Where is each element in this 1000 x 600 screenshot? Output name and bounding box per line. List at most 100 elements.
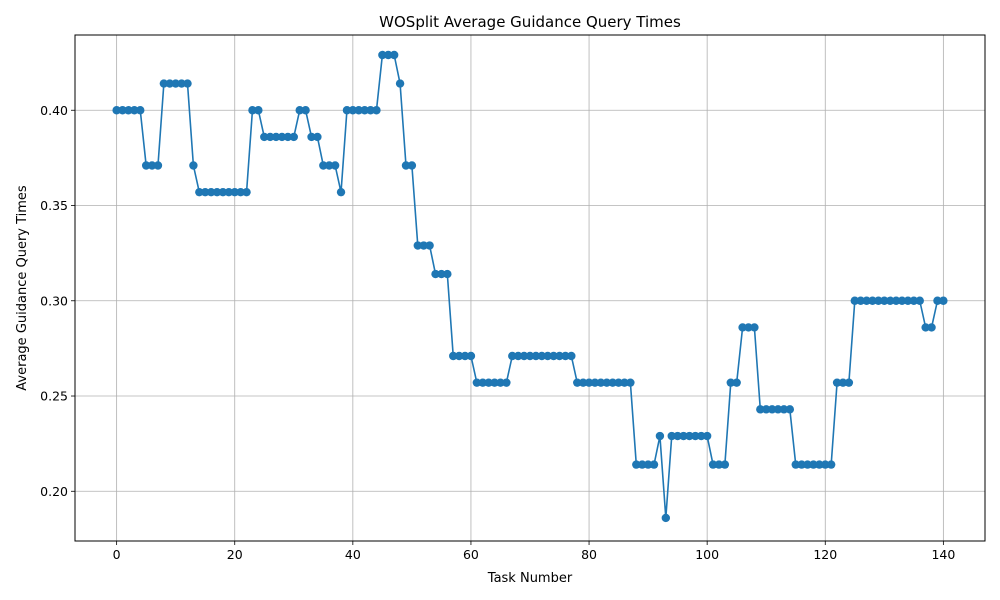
plot-frame — [74, 34, 986, 542]
data-point — [756, 405, 765, 414]
data-point — [519, 351, 529, 361]
data-point — [850, 296, 859, 305]
data-point — [779, 405, 789, 414]
data-point — [419, 241, 428, 250]
x-tick-label: 0 — [113, 547, 121, 562]
data-point — [118, 106, 127, 115]
data-point — [673, 431, 682, 441]
data-point — [555, 351, 564, 361]
data-point — [171, 79, 180, 88]
data-point — [702, 431, 712, 441]
data-point — [697, 431, 706, 441]
y-tick-label: 0.25 — [40, 389, 68, 404]
x-axis-label: Task Number — [487, 571, 573, 586]
data-point — [389, 50, 399, 60]
data-point — [939, 296, 948, 305]
data-point — [124, 106, 133, 115]
data-point — [655, 431, 665, 441]
data-point — [726, 378, 735, 387]
data-point — [708, 460, 718, 469]
x-tick-label: 80 — [581, 547, 597, 562]
data-point — [289, 132, 298, 142]
data-point — [886, 296, 895, 305]
data-point — [933, 296, 942, 305]
x-axis-ticks: 0 20 40 60 80 100 120 140 — [113, 541, 955, 562]
data-point — [425, 241, 434, 250]
data-point — [567, 351, 576, 361]
data-point — [277, 132, 287, 142]
data-point — [478, 378, 487, 387]
data-point — [785, 405, 795, 414]
data-point — [218, 187, 228, 197]
data-point — [330, 161, 340, 170]
data-point — [762, 405, 771, 414]
data-point — [472, 378, 482, 387]
data-point — [224, 187, 234, 197]
data-point — [513, 351, 523, 361]
data-point — [596, 378, 606, 387]
data-point — [643, 460, 653, 469]
data-point — [638, 460, 647, 469]
data-point — [732, 378, 741, 387]
data-point — [265, 132, 275, 142]
data-point — [401, 161, 411, 170]
data-point — [573, 378, 582, 387]
data-point — [679, 431, 688, 441]
data-point — [856, 296, 865, 305]
data-point — [862, 296, 871, 305]
data-point — [720, 460, 730, 469]
data-point — [307, 132, 316, 142]
data-point — [449, 351, 458, 361]
data-point — [537, 351, 547, 361]
data-point — [242, 187, 251, 197]
data-point — [460, 351, 470, 361]
y-axis-label: Average Guidance Query Times — [15, 185, 30, 391]
data-point — [685, 431, 694, 441]
data-point — [496, 378, 505, 387]
data-point — [578, 378, 588, 387]
data-point — [407, 161, 417, 170]
data-point — [531, 351, 541, 361]
data-point — [667, 431, 676, 441]
data-point — [803, 460, 812, 469]
y-tick-label: 0.30 — [40, 293, 68, 308]
x-tick-label: 20 — [227, 547, 243, 562]
data-point — [159, 79, 169, 88]
data-point — [773, 405, 783, 414]
data-point — [454, 351, 464, 361]
data-point — [714, 460, 724, 469]
data-point — [738, 323, 747, 332]
data-point — [372, 106, 381, 115]
data-point — [189, 161, 198, 170]
x-tick-label: 140 — [931, 547, 955, 562]
data-point — [165, 79, 174, 88]
data-point — [201, 187, 210, 197]
series-layer — [112, 50, 948, 523]
y-tick-label: 0.35 — [40, 198, 68, 213]
data-point — [649, 460, 659, 469]
y-axis-ticks: 0.20 0.25 0.30 0.35 0.40 — [40, 103, 75, 499]
data-point — [502, 378, 511, 387]
data-point — [484, 378, 493, 387]
grid-lines — [75, 35, 985, 541]
data-point — [584, 378, 594, 387]
data-point — [590, 378, 600, 387]
data-point — [254, 106, 263, 115]
data-point — [750, 323, 759, 332]
data-point — [141, 161, 151, 170]
data-point — [395, 79, 405, 88]
data-point — [195, 187, 204, 197]
data-point — [236, 187, 245, 197]
data-point — [260, 132, 269, 142]
x-tick-label: 60 — [463, 547, 479, 562]
data-point — [815, 460, 824, 469]
data-point — [602, 378, 611, 387]
y-tick-label: 0.20 — [40, 484, 68, 499]
x-tick-label: 120 — [813, 547, 837, 562]
data-point — [153, 161, 163, 170]
data-point — [508, 351, 517, 361]
data-point — [360, 106, 369, 115]
data-point — [466, 351, 476, 361]
data-point — [183, 79, 192, 88]
